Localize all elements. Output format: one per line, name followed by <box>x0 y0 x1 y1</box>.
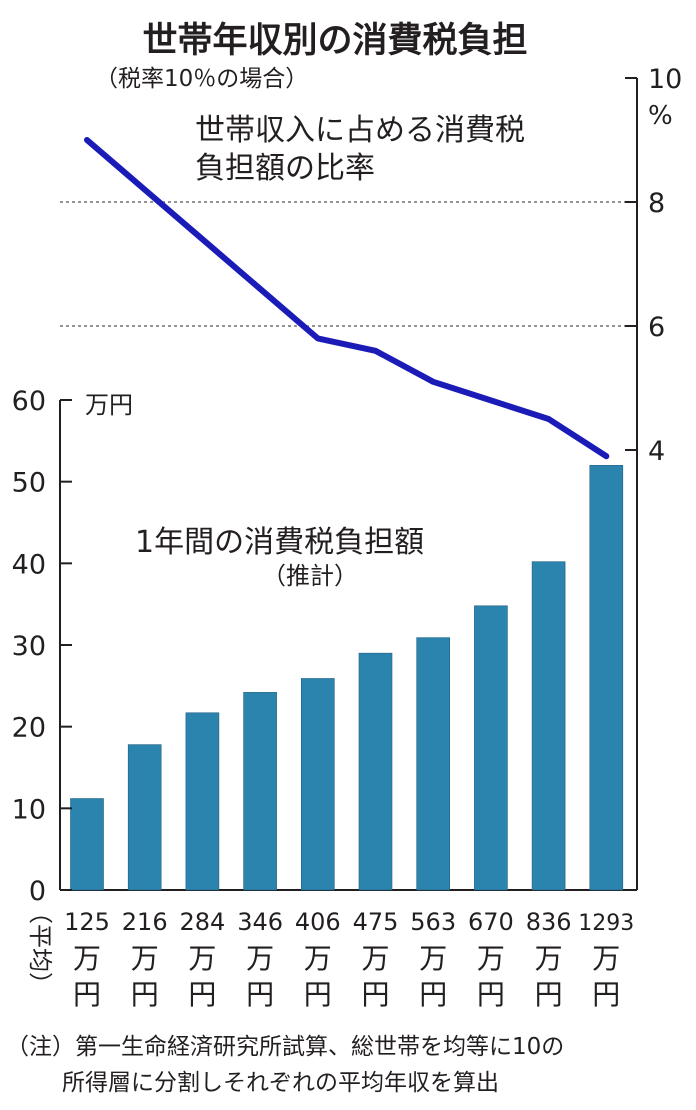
x-category-unit: 万 <box>361 942 389 975</box>
left-tick-label: 30 <box>12 631 46 662</box>
x-category-unit: 円 <box>246 978 274 1011</box>
bar <box>358 652 393 891</box>
x-category-unit: 万 <box>304 942 332 975</box>
line-unit: % <box>648 101 673 131</box>
x-category-unit: 万 <box>477 942 505 975</box>
x-category-label: 125 <box>64 908 110 936</box>
bar <box>243 692 277 891</box>
line-point <box>144 189 146 191</box>
line-point <box>201 238 203 240</box>
left-tick-label: 40 <box>12 549 46 580</box>
x-category-label: 284 <box>179 908 225 936</box>
x-category-unit: 万 <box>535 942 563 975</box>
x-category-label: 1293 <box>578 911 634 936</box>
bar <box>416 637 451 891</box>
line-gridlines <box>60 201 637 327</box>
left-tick-label: 0 <box>29 876 46 907</box>
chart-subtitle: （税率10％の場合） <box>95 66 308 92</box>
note-line-2: 所得層に分割しそれぞれの平均年収を算出 <box>62 1070 499 1096</box>
note-line-1: （注）第一生命経済研究所試算、総世帯を均等に10の <box>6 1034 564 1060</box>
x-category-unit: 円 <box>535 978 563 1011</box>
right-axis-ticks: 10 8 6 4 <box>625 64 682 467</box>
x-category-unit: 円 <box>592 978 620 1011</box>
x-category-unit: 円 <box>131 978 159 1011</box>
x-category-unit: 円 <box>304 978 332 1011</box>
x-category-unit: 万 <box>73 942 101 975</box>
line-point <box>490 399 492 401</box>
line-point <box>432 381 434 383</box>
line-point <box>259 288 261 290</box>
x-axis-label: （平均） <box>26 900 54 996</box>
bar <box>185 712 220 891</box>
x-category-label: 670 <box>468 908 514 936</box>
line-point <box>86 139 88 141</box>
x-category-unit: 万 <box>419 942 447 975</box>
x-category-label: 836 <box>526 908 572 936</box>
bar <box>127 744 162 891</box>
bar-unit: 万円 <box>85 391 133 419</box>
x-category-unit: 円 <box>73 978 101 1011</box>
right-tick-label: 8 <box>648 188 665 219</box>
line-series <box>84 137 610 460</box>
line-label-line-1: 世帯収入に占める消費税 <box>195 113 525 148</box>
x-category-unit: 万 <box>246 942 274 975</box>
right-tick-label: 4 <box>648 436 665 467</box>
x-category-unit: 円 <box>419 978 447 1011</box>
x-category-unit: 円 <box>361 978 389 1011</box>
bar-series <box>70 465 624 891</box>
right-tick-label: 6 <box>648 312 665 343</box>
x-category-label: 475 <box>353 908 399 936</box>
x-category-unit: 万 <box>592 942 620 975</box>
left-tick-label: 60 <box>12 386 46 417</box>
bar <box>474 605 508 891</box>
line-label-line-2: 負担額の比率 <box>195 151 375 186</box>
line-point <box>605 455 607 457</box>
x-category-unit: 万 <box>188 942 216 975</box>
line-point <box>317 337 319 339</box>
right-tick-label: 10 <box>648 64 682 95</box>
bar <box>531 561 566 891</box>
line-point <box>548 418 550 420</box>
x-category-label: 563 <box>410 908 456 936</box>
bar-label-line-1: 1年間の消費税負担額 <box>135 525 424 560</box>
x-axis-labels: 125万円216万円284万円346万円406万円475万円563万円670万円… <box>64 908 634 1011</box>
chart-title: 世帯年収別の消費税負担 <box>142 21 527 61</box>
x-category-unit: 円 <box>188 978 216 1011</box>
left-tick-label: 10 <box>12 794 46 825</box>
x-category-label: 216 <box>122 908 168 936</box>
bar <box>589 465 624 891</box>
line-point <box>375 350 376 352</box>
x-category-unit: 万 <box>131 942 159 975</box>
bar <box>70 798 104 891</box>
bar-label-line-2: （推計） <box>262 562 358 590</box>
left-tick-label: 20 <box>12 713 46 744</box>
x-category-label: 406 <box>295 908 341 936</box>
x-category-unit: 円 <box>477 978 505 1011</box>
left-axis-ticks: 60 50 40 30 20 10 0 <box>12 386 72 907</box>
left-tick-label: 50 <box>12 468 46 499</box>
bar <box>300 678 335 891</box>
x-category-label: 346 <box>237 908 283 936</box>
line-series-path <box>84 137 610 460</box>
